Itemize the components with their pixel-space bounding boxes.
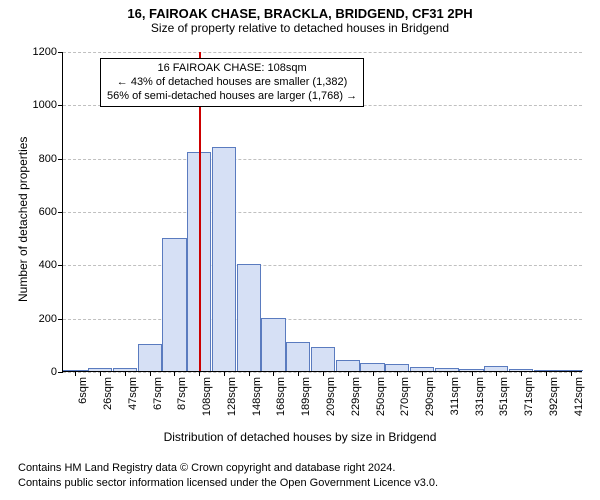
x-tick-label: 331sqm <box>472 377 486 416</box>
x-tick-mark <box>150 371 151 376</box>
x-tick-mark <box>472 371 473 376</box>
x-tick-label: 128sqm <box>224 377 238 416</box>
y-tick-label: 600 <box>39 206 63 218</box>
x-tick-label: 311sqm <box>447 377 461 415</box>
footer-copyright-2: Contains public sector information licen… <box>18 477 438 489</box>
x-tick-label: 148sqm <box>249 377 263 416</box>
x-tick-label: 351sqm <box>496 377 510 416</box>
x-tick-label: 209sqm <box>323 377 337 416</box>
chart-title: 16, FAIROAK CHASE, BRACKLA, BRIDGEND, CF… <box>0 0 600 21</box>
x-tick-mark <box>373 371 374 376</box>
chart-subtitle: Size of property relative to detached ho… <box>0 21 600 35</box>
footer-copyright-1: Contains HM Land Registry data © Crown c… <box>18 462 395 474</box>
x-tick-label: 67sqm <box>150 377 164 410</box>
y-tick-label: 800 <box>39 153 63 165</box>
y-tick-label: 0 <box>51 366 63 378</box>
x-tick-label: 412sqm <box>571 377 585 416</box>
x-tick-mark <box>273 371 274 376</box>
x-tick-mark <box>199 371 200 376</box>
x-tick-mark <box>348 371 349 376</box>
histogram-bar <box>237 264 261 371</box>
y-tick-label: 400 <box>39 259 63 271</box>
x-tick-mark <box>249 371 250 376</box>
x-tick-mark <box>521 371 522 376</box>
x-tick-mark <box>125 371 126 376</box>
x-tick-mark <box>571 371 572 376</box>
annotation-box: 16 FAIROAK CHASE: 108sqm← 43% of detache… <box>100 58 364 107</box>
x-tick-label: 168sqm <box>273 377 287 416</box>
x-tick-mark <box>75 371 76 376</box>
y-tick-label: 1200 <box>33 46 63 58</box>
x-tick-label: 270sqm <box>397 377 411 416</box>
histogram-bar <box>311 347 335 371</box>
x-tick-label: 290sqm <box>422 377 436 416</box>
x-tick-label: 108sqm <box>199 377 213 416</box>
x-tick-mark <box>397 371 398 376</box>
x-tick-mark <box>546 371 547 376</box>
x-tick-mark <box>447 371 448 376</box>
x-tick-mark <box>496 371 497 376</box>
y-tick-label: 1000 <box>33 99 63 111</box>
histogram-bar <box>360 363 384 371</box>
x-tick-mark <box>422 371 423 376</box>
x-tick-label: 229sqm <box>348 377 362 416</box>
histogram-chart: 16, FAIROAK CHASE, BRACKLA, BRIDGEND, CF… <box>0 0 600 500</box>
x-tick-mark <box>298 371 299 376</box>
histogram-bar <box>162 238 186 371</box>
x-tick-mark <box>100 371 101 376</box>
histogram-bar <box>212 147 236 371</box>
x-tick-mark <box>224 371 225 376</box>
x-tick-label: 371sqm <box>521 377 535 416</box>
histogram-bar <box>385 364 409 371</box>
annotation-line: ← 43% of detached houses are smaller (1,… <box>107 76 357 90</box>
x-tick-label: 87sqm <box>174 377 188 410</box>
x-axis-label: Distribution of detached houses by size … <box>0 430 600 444</box>
x-tick-mark <box>174 371 175 376</box>
y-axis-label: Number of detached properties <box>16 137 30 302</box>
histogram-bar <box>261 318 285 371</box>
x-tick-label: 47sqm <box>125 377 139 410</box>
histogram-bar <box>336 360 360 371</box>
histogram-bar <box>138 344 162 371</box>
x-tick-label: 26sqm <box>100 377 114 410</box>
x-tick-label: 250sqm <box>373 377 387 416</box>
x-tick-label: 189sqm <box>298 377 312 416</box>
x-tick-label: 6sqm <box>75 377 89 404</box>
x-tick-label: 392sqm <box>546 377 560 416</box>
annotation-line: 16 FAIROAK CHASE: 108sqm <box>107 62 357 76</box>
histogram-bar <box>286 342 310 371</box>
y-tick-label: 200 <box>39 313 63 325</box>
x-tick-mark <box>323 371 324 376</box>
annotation-line: 56% of semi-detached houses are larger (… <box>107 90 357 104</box>
